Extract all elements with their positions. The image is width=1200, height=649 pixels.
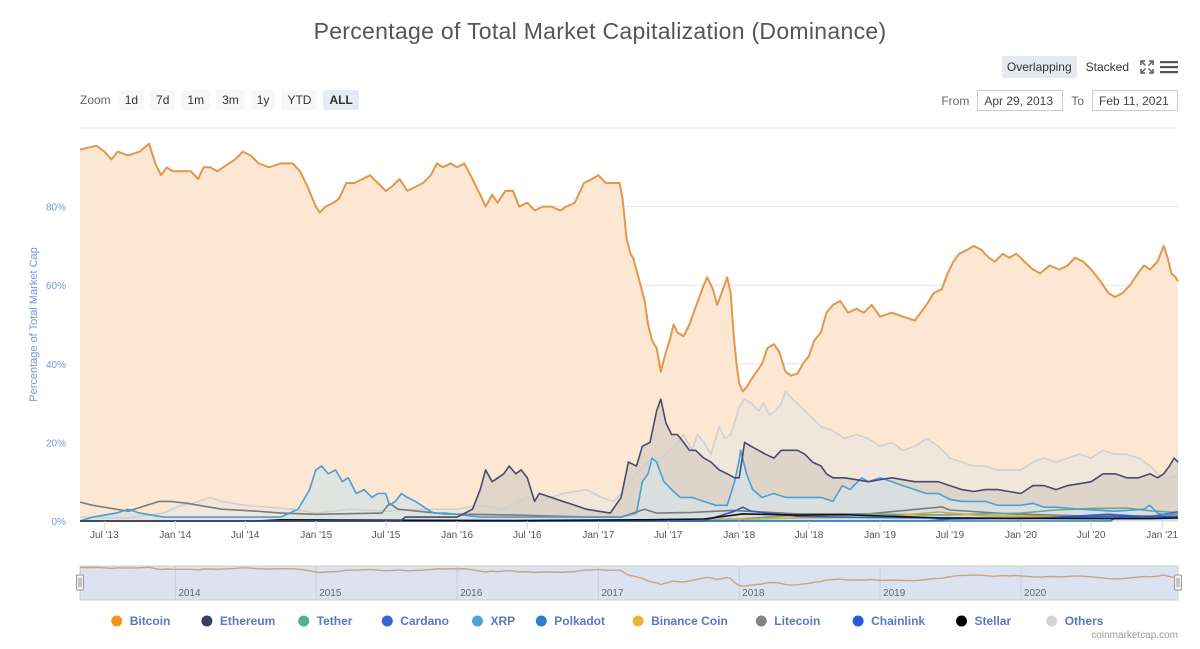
x-tick-label: Jan '16 — [441, 530, 473, 541]
navigator[interactable]: 2014 2015 2016 2017 2018 2019 2020 — [76, 565, 1182, 601]
hamburger-menu-icon[interactable] — [1160, 58, 1178, 76]
x-tick-label: Jul '13 — [90, 530, 119, 541]
fullscreen-icon[interactable] — [1138, 58, 1156, 76]
legend-marker-stellar[interactable] — [956, 615, 967, 627]
legend-marker-chainlink[interactable] — [852, 615, 864, 627]
x-tick-label: Jan '14 — [159, 530, 191, 541]
zoom-1d-button[interactable]: 1d — [118, 90, 145, 110]
zoom-1m-button[interactable]: 1m — [181, 90, 211, 110]
zoom-controls: Zoom 1d 7d 1m 3m 1y YTD ALL — [80, 90, 359, 110]
x-tick-label: Jul '20 — [1077, 530, 1106, 541]
navigator-year-label: 2020 — [1024, 588, 1047, 599]
legend: Bitcoin Ethereum Tether Cardano XRP Polkadot B… — [111, 614, 1104, 628]
navigator-year-label: 2019 — [883, 588, 906, 599]
legend-marker-binance-coin[interactable] — [632, 615, 644, 627]
legend-marker-litecoin[interactable] — [755, 615, 767, 627]
navigator-year-label: 2014 — [178, 588, 201, 599]
line-xrp[interactable] — [79, 449, 1179, 522]
legend-label-cardano[interactable]: Cardano — [400, 614, 449, 628]
zoom-3m-button[interactable]: 3m — [216, 90, 245, 110]
display-mode-toolbar: Overlapping Stacked — [1001, 56, 1178, 78]
navigator-selection[interactable] — [79, 565, 1179, 601]
legend-label-tether[interactable]: Tether — [317, 614, 353, 628]
navigator-year-label: 2017 — [601, 588, 624, 599]
legend-label-litecoin[interactable]: Litecoin — [774, 614, 820, 628]
zoom-1y-button[interactable]: 1y — [250, 90, 276, 110]
legend-label-chainlink[interactable]: Chainlink — [871, 614, 925, 628]
from-date-input[interactable] — [977, 90, 1064, 111]
legend-marker-tether[interactable] — [298, 615, 310, 627]
x-tick-label: Jan '18 — [723, 530, 755, 541]
from-label: From — [941, 93, 970, 108]
line-ethereum[interactable] — [80, 398, 1179, 522]
line-litecoin[interactable] — [79, 500, 1179, 518]
legend-label-ethereum[interactable]: Ethereum — [220, 614, 275, 628]
navigator-year-label: 2018 — [742, 588, 765, 599]
x-tick-label: Jul '18 — [795, 530, 824, 541]
x-tick-label: Jan '20 — [1005, 530, 1037, 541]
legend-marker-xrp[interactable] — [472, 615, 483, 627]
navigator-series-line — [79, 566, 1179, 587]
legend-label-polkadot[interactable]: Polkadot — [554, 614, 605, 628]
to-date-input[interactable] — [1092, 90, 1178, 111]
chart-title: Percentage of Total Market Capitalizatio… — [313, 18, 887, 44]
zoom-label: Zoom — [80, 93, 111, 107]
y-tick-label: 80% — [46, 203, 66, 214]
x-axis: Jul '13 Jan '14 Jul '14 Jan '15 Jul '15 Jan '… — [90, 521, 1179, 541]
overlapping-button[interactable]: Overlapping — [1001, 56, 1077, 78]
series-fills — [80, 143, 1178, 521]
line-bitcoin[interactable] — [79, 142, 1179, 393]
y-tick-label: 20% — [46, 438, 66, 449]
legend-label-stellar[interactable]: Stellar — [975, 614, 1012, 628]
series-lines — [79, 142, 1179, 522]
x-tick-label: Jul '17 — [654, 530, 683, 541]
navigator-year-label: 2015 — [319, 588, 342, 599]
zoom-all-button[interactable]: ALL — [323, 90, 359, 110]
stacked-button[interactable]: Stacked — [1085, 60, 1129, 74]
legend-label-others[interactable]: Others — [1065, 614, 1104, 628]
x-tick-label: Jan '21 — [1146, 530, 1178, 541]
legend-marker-ethereum[interactable] — [201, 615, 213, 627]
y-axis-title: Percentage of Total Market Cap — [28, 247, 40, 402]
area-xrp — [80, 450, 1178, 521]
x-tick-label: Jan '19 — [864, 530, 896, 541]
line-others[interactable] — [79, 390, 1179, 519]
legend-label-bitcoin[interactable]: Bitcoin — [130, 614, 171, 628]
legend-label-binance-coin[interactable]: Binance Coin — [651, 614, 728, 628]
zoom-ytd-button[interactable]: YTD — [281, 90, 318, 110]
area-bitcoin — [80, 143, 1178, 521]
y-tick-label: 0% — [52, 517, 67, 528]
zoom-7d-button[interactable]: 7d — [150, 90, 176, 110]
legend-marker-bitcoin[interactable] — [111, 615, 123, 627]
x-tick-label: Jan '15 — [300, 530, 332, 541]
x-tick-label: Jul '16 — [513, 530, 542, 541]
legend-marker-others[interactable] — [1046, 615, 1058, 627]
x-tick-label: Jan '17 — [582, 530, 614, 541]
y-axis: 0% 20% 40% 60% 80% Percentage of Total Market… — [28, 203, 66, 528]
to-label: To — [1071, 93, 1084, 108]
legend-marker-cardano[interactable] — [381, 615, 393, 627]
line-stellar[interactable] — [80, 513, 1179, 522]
legend-label-xrp[interactable]: XRP — [491, 614, 516, 628]
y-tick-label: 60% — [46, 281, 66, 292]
x-tick-label: Jul '19 — [936, 530, 965, 541]
navigator-year-label: 2016 — [460, 588, 483, 599]
date-range-selector: From To — [941, 90, 1178, 111]
x-tick-label: Jul '15 — [372, 530, 401, 541]
navigator-left-handle[interactable] — [76, 574, 84, 591]
navigator-right-handle[interactable] — [1174, 574, 1182, 591]
credit-link[interactable]: coinmarketcap.com — [1091, 630, 1178, 641]
legend-marker-polkadot[interactable] — [535, 615, 547, 627]
y-tick-label: 40% — [46, 360, 66, 371]
x-tick-label: Jul '14 — [231, 530, 260, 541]
